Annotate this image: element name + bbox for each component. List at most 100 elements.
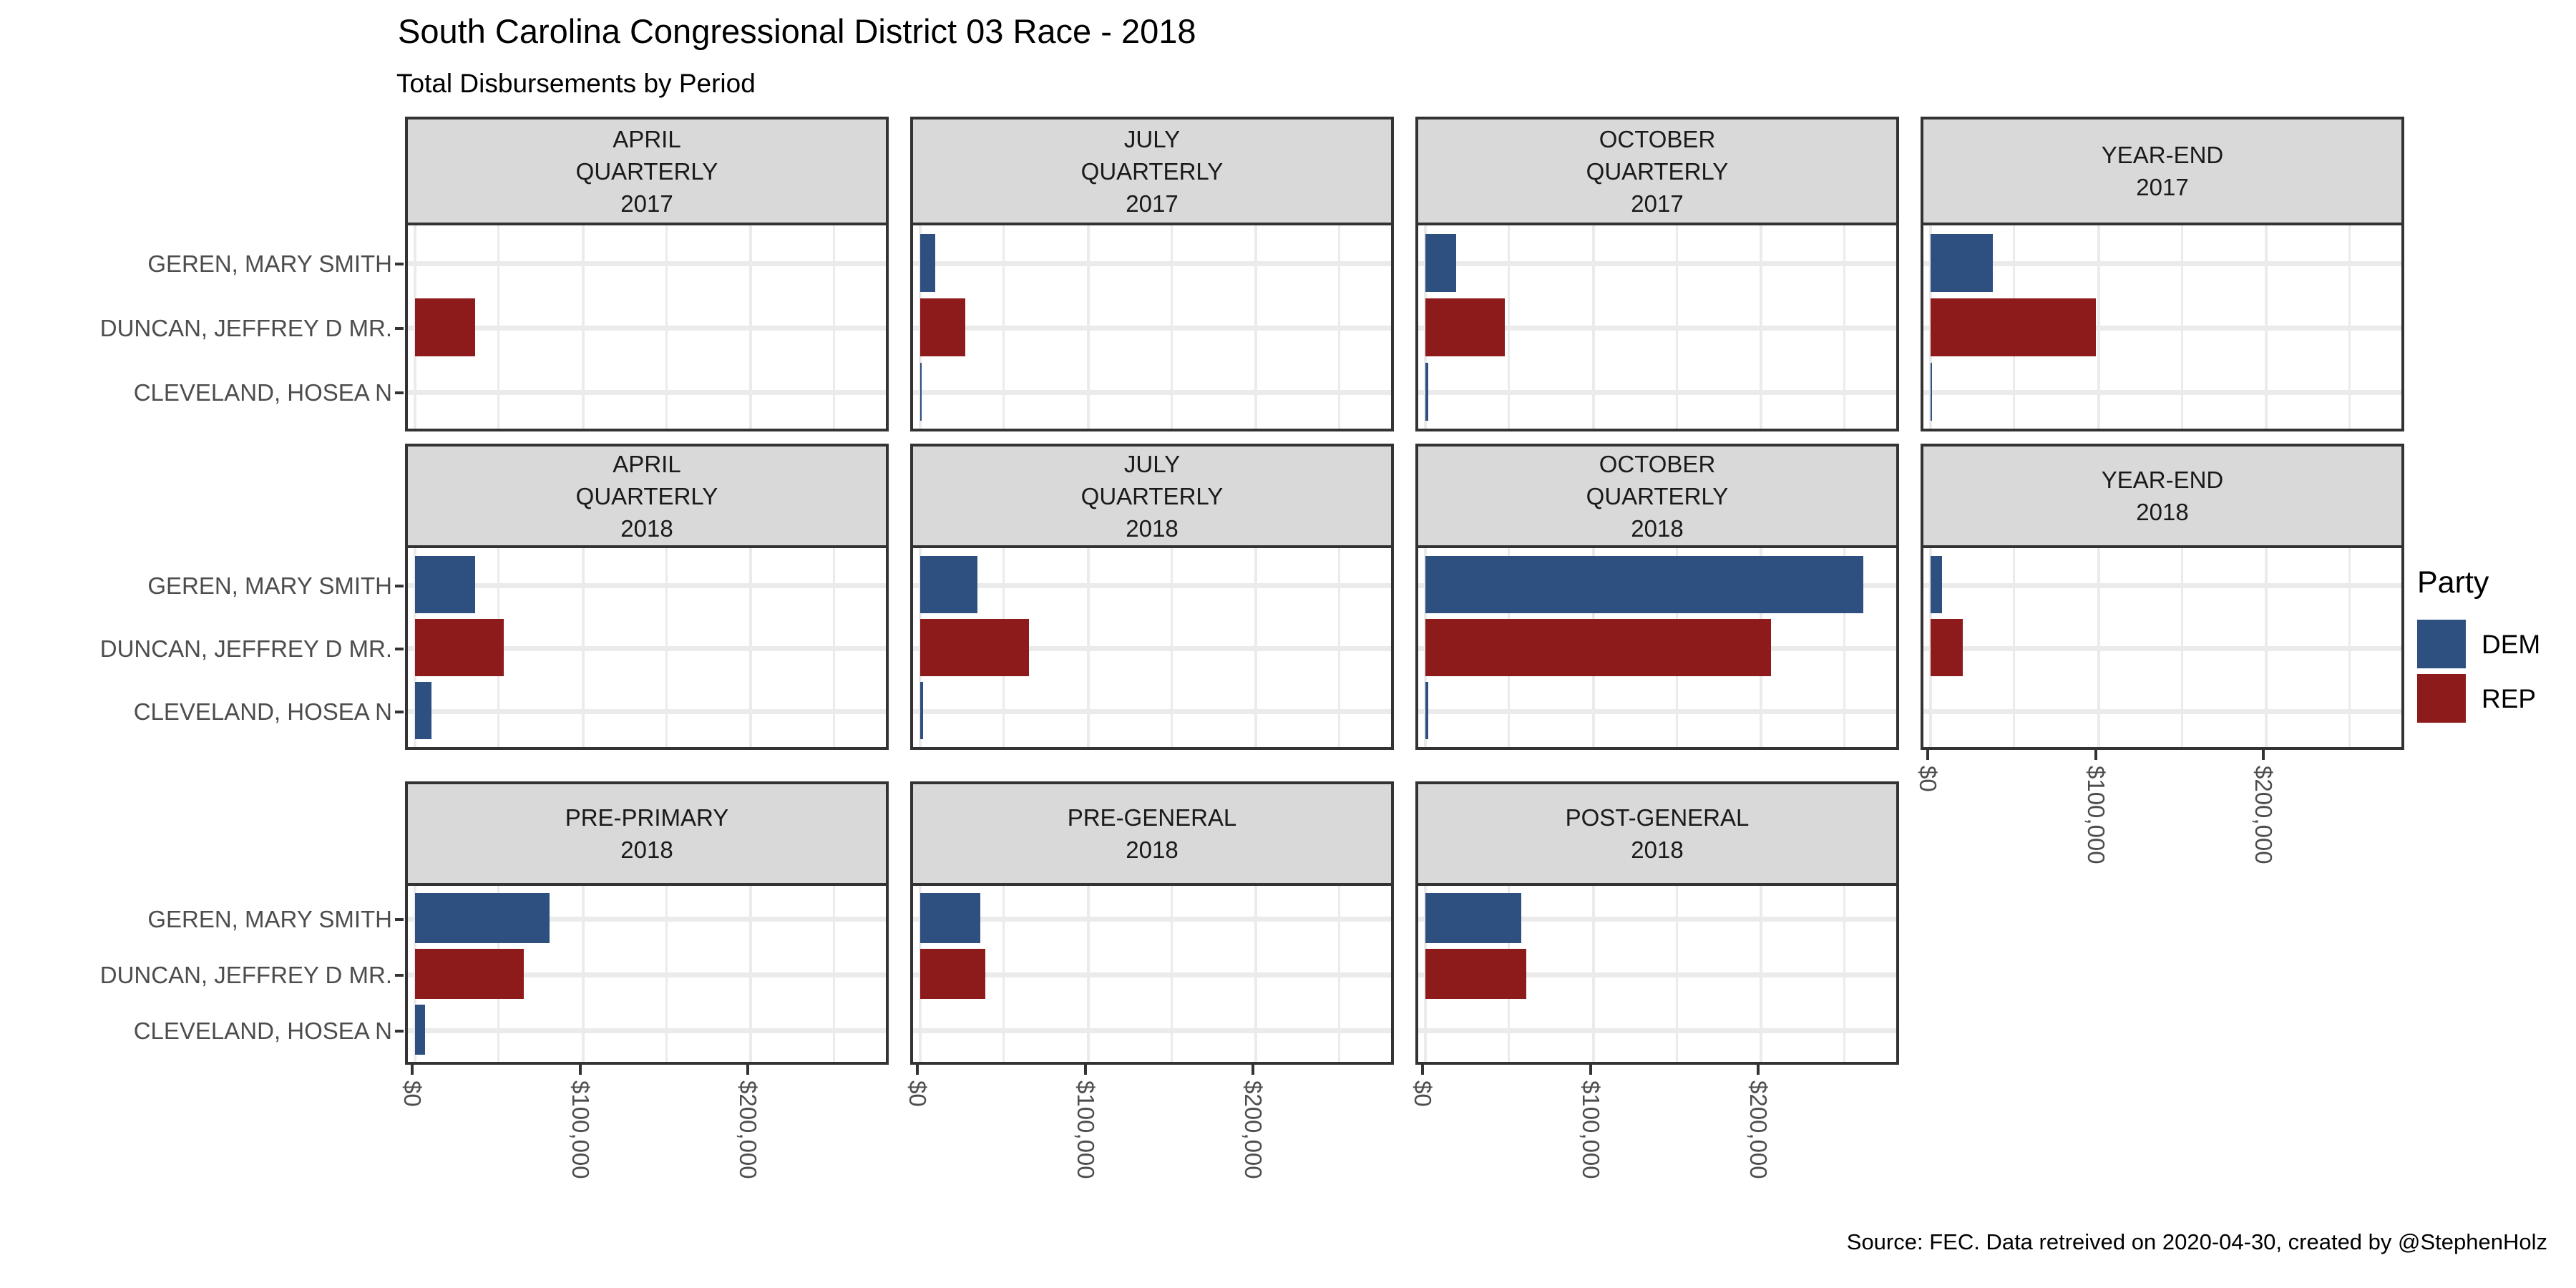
x-axis-tick-label: $100,000	[2082, 766, 2109, 864]
facet-panel	[1415, 886, 1899, 1065]
x-axis-tick-label: $0	[399, 1080, 426, 1107]
x-axis-tick-label: $200,000	[1240, 1080, 1267, 1179]
disbursement-bar	[1425, 619, 1772, 676]
disbursement-bar	[1931, 556, 1943, 613]
disbursement-bar	[1425, 682, 1428, 739]
gridline-horizontal	[913, 916, 1391, 922]
gridline-horizontal	[1923, 326, 2401, 331]
candidate-label: DUNCAN, JEFFREY D MR.	[99, 315, 392, 341]
y-axis-tick	[395, 327, 404, 330]
y-axis-tick	[395, 391, 404, 394]
x-axis-tick-label: $100,000	[1072, 1080, 1099, 1179]
x-axis-tick	[1589, 1065, 1592, 1075]
disbursement-bar	[920, 298, 966, 356]
legend-label-dem: DEM	[2482, 630, 2541, 659]
x-axis-tick	[411, 1065, 414, 1075]
disbursement-bar	[415, 619, 504, 676]
x-axis-tick-label: $200,000	[1745, 1080, 1772, 1179]
disbursement-bar	[920, 682, 923, 739]
x-axis-tick	[1757, 1065, 1760, 1075]
x-axis-tick	[1421, 1065, 1424, 1075]
x-axis-tick-label: $0	[904, 1080, 931, 1107]
facet-strip: PRE-GENERAL 2018	[910, 781, 1394, 886]
gridline-horizontal	[408, 972, 886, 977]
facet-strip: PRE-PRIMARY 2018	[405, 781, 889, 886]
disbursement-bar	[920, 362, 922, 421]
candidate-label: GEREN, MARY SMITH	[147, 905, 392, 932]
facet-strip: YEAR-END 2017	[1921, 117, 2404, 225]
gridline-horizontal	[913, 709, 1391, 715]
x-axis-tick	[1252, 1065, 1254, 1075]
legend-title: Party	[2417, 565, 2489, 600]
facet-strip: APRIL QUARTERLY 2017	[405, 117, 889, 225]
disbursement-bar	[920, 892, 981, 944]
disbursement-bar	[920, 233, 936, 292]
gridline-horizontal	[1418, 972, 1896, 977]
facet-panel	[405, 225, 889, 431]
disbursement-bar	[920, 619, 1030, 676]
disbursement-bar	[1931, 362, 1932, 421]
candidate-label: GEREN, MARY SMITH	[147, 572, 392, 599]
gridline-horizontal	[1923, 646, 2401, 651]
gridline-horizontal	[408, 261, 886, 266]
facet-strip-label: APRIL QUARTERLY 2017	[575, 125, 718, 217]
disbursement-bar	[415, 298, 476, 356]
disbursement-bar	[415, 682, 432, 739]
disbursement-bar	[1425, 892, 1521, 944]
disbursement-bar	[1425, 298, 1506, 356]
facet-strip-label: OCTOBER QUARTERLY 2017	[1586, 125, 1729, 217]
facet-panel	[405, 548, 889, 750]
gridline-horizontal	[913, 326, 1391, 331]
facet-strip: OCTOBER QUARTERLY 2018	[1415, 444, 1899, 548]
chart-title: South Carolina Congressional District 03…	[398, 12, 1196, 50]
disbursement-bar	[415, 948, 525, 1000]
x-axis-tick-label: $200,000	[735, 1080, 761, 1179]
facet-panel	[1921, 548, 2404, 750]
disbursement-bar	[415, 556, 476, 613]
facet-strip-label: YEAR-END 2017	[2101, 142, 2224, 200]
facet-panel	[405, 886, 889, 1065]
facet-strip-label: POST-GENERAL 2018	[1565, 804, 1750, 863]
facet-panel	[910, 225, 1394, 431]
facet-strip-label: JULY QUARTERLY 2018	[1080, 450, 1224, 542]
x-axis-tick	[578, 1065, 582, 1075]
disbursement-bar	[415, 892, 550, 944]
facet-panel	[910, 548, 1394, 750]
candidate-label: CLEVELAND, HOSEA N	[133, 379, 392, 406]
gridline-horizontal	[408, 709, 886, 715]
y-axis-tick	[395, 974, 404, 977]
candidate-label: DUNCAN, JEFFREY D MR.	[99, 962, 392, 988]
gridline-horizontal	[408, 326, 886, 331]
legend-swatch-dem	[2417, 620, 2466, 668]
gridline-horizontal	[1923, 261, 2401, 266]
disbursement-bar	[920, 556, 977, 613]
facet-panel	[1921, 225, 2404, 431]
chart-subtitle: Total Disbursements by Period	[396, 69, 756, 98]
gridline-horizontal	[1418, 261, 1896, 266]
gridline-horizontal	[913, 1028, 1391, 1034]
disbursement-bar	[920, 948, 986, 1000]
disbursement-bar	[1425, 362, 1428, 421]
facet-strip-label: APRIL QUARTERLY 2018	[575, 450, 718, 542]
x-axis-tick-label: $100,000	[567, 1080, 594, 1179]
y-axis-tick	[395, 584, 404, 587]
x-axis-tick	[2094, 750, 2097, 760]
candidate-label: GEREN, MARY SMITH	[147, 250, 392, 277]
gridline-horizontal	[1418, 1028, 1896, 1034]
facet-strip: POST-GENERAL 2018	[1415, 781, 1899, 886]
x-axis-tick-label: $100,000	[1577, 1080, 1604, 1179]
x-axis-tick	[916, 1065, 919, 1075]
gridline-horizontal	[1418, 326, 1896, 331]
disbursement-bar	[1425, 556, 1864, 613]
facet-strip-label: YEAR-END 2018	[2101, 467, 2224, 525]
gridline-horizontal	[408, 916, 886, 922]
x-axis-tick	[1926, 750, 1929, 760]
gridline-horizontal	[913, 261, 1391, 266]
y-axis-tick	[395, 917, 404, 921]
facet-strip-label: PRE-PRIMARY 2018	[565, 804, 729, 863]
gridline-horizontal	[408, 1028, 886, 1034]
legend-label-rep: REP	[2482, 684, 2537, 713]
gridline-horizontal	[408, 646, 886, 651]
legend-swatch-rep	[2417, 674, 2466, 723]
